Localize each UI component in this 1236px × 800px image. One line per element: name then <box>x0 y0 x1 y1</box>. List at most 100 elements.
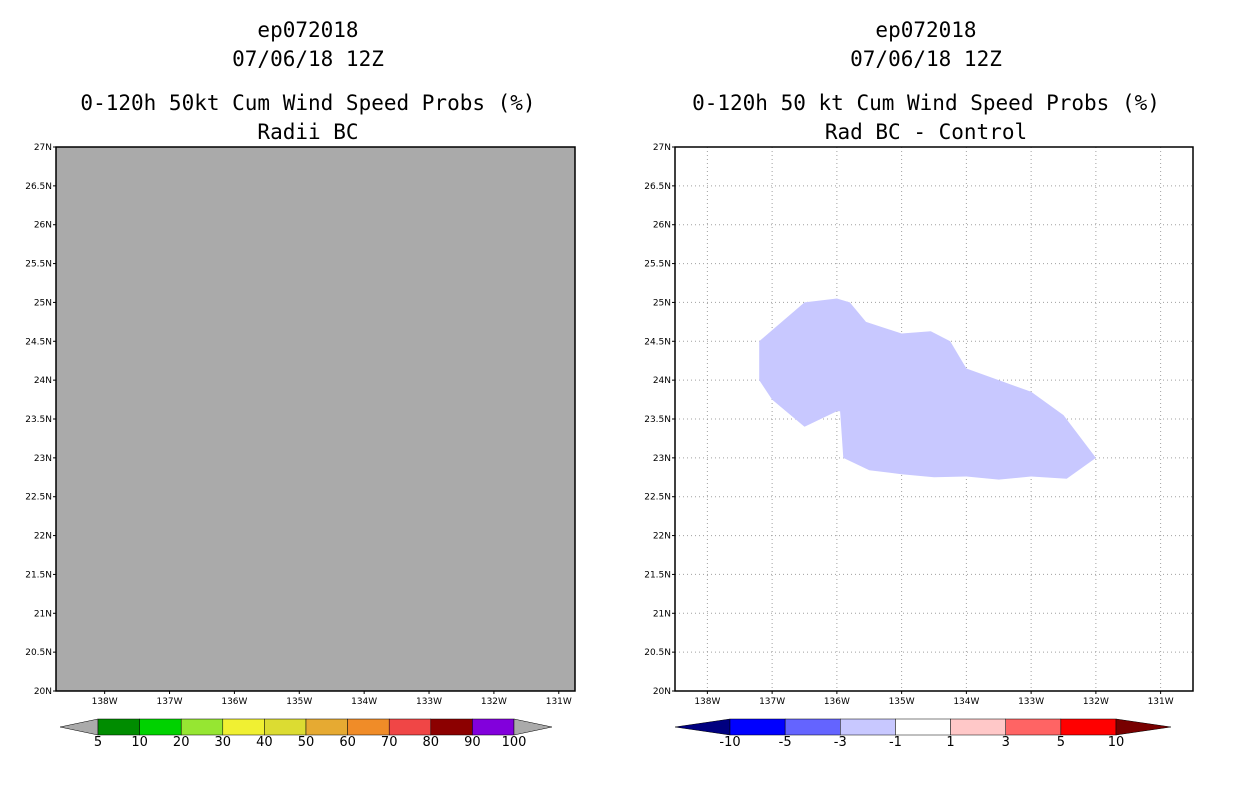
p2-difference-region <box>759 298 1096 480</box>
p2-x-tick-label: 131W <box>1148 697 1174 707</box>
p1-colorbar-bin <box>222 718 265 736</box>
p2-y-tick-label: 20.5N <box>644 648 671 658</box>
p2-colorbar-low-tip <box>674 718 731 736</box>
p1-x-tick-label: 136W <box>221 697 247 707</box>
p1-title-line-3: 0-120h 50kt Cum Wind Speed Probs (%) <box>80 91 535 115</box>
p1-colorbar-bin <box>97 718 140 736</box>
p1-colorbar-bin <box>305 718 348 736</box>
p1-colorbar-label: 40 <box>256 735 273 750</box>
p1-colorbar-label: 80 <box>423 735 440 750</box>
p2-y-tick-label: 25.5N <box>644 260 671 270</box>
p1-colorbar-label: 50 <box>298 735 315 750</box>
p2-y-tick-label: 24.5N <box>644 337 671 347</box>
p2-x-tick-label: 134W <box>953 697 979 707</box>
p2-x-tick-label: 133W <box>1018 697 1044 707</box>
p1-y-tick-label: 21N <box>34 609 52 619</box>
p2-y-tick-label: 24N <box>653 376 671 386</box>
p1-x-tick-label: 137W <box>156 697 182 707</box>
p2-title-line-4: Rad BC - Control <box>825 120 1027 144</box>
p1-x-tick-label: 135W <box>286 697 312 707</box>
p2-colorbar-label: 5 <box>1057 735 1065 750</box>
p2-y-tick-label: 20N <box>653 687 671 697</box>
p2-title-line-1: ep072018 <box>875 18 976 42</box>
p2-title-line-2: 07/06/18 12Z <box>850 47 1002 71</box>
p2-colorbar-label: -5 <box>779 735 792 750</box>
p1-x-axis: 138W 137W 136W 135W 134W 133W 132W 131W <box>92 691 572 707</box>
p1-y-tick-label: 25.5N <box>25 260 52 270</box>
p1-colorbar-bin <box>264 718 307 736</box>
p2-y-tick-label: 21N <box>653 609 671 619</box>
p1-colorbar-label: 60 <box>339 735 356 750</box>
p1-colorbar-bin <box>472 718 515 736</box>
p1-colorbar-high-tip <box>513 718 553 736</box>
p2-title-line-3: 0-120h 50 kt Cum Wind Speed Probs (%) <box>692 91 1160 115</box>
p2-y-tick-label: 23N <box>653 454 671 464</box>
p1-x-tick-label: 131W <box>546 697 572 707</box>
p1-colorbar-bin <box>388 718 432 736</box>
p2-x-axis: 138W 137W 136W 135W 134W 133W 132W 131W <box>694 691 1174 707</box>
p2-y-tick-label: 22N <box>653 532 671 542</box>
p1-y-tick-label: 21.5N <box>25 570 52 580</box>
p1-y-tick-label: 25N <box>34 298 52 308</box>
p1-y-tick-label: 20.5N <box>25 648 52 658</box>
p1-x-tick-label: 134W <box>351 697 377 707</box>
p1-colorbar-label: 90 <box>464 735 481 750</box>
p1-probability-fill <box>56 147 575 691</box>
p2-colorbar-label: 3 <box>1002 735 1010 750</box>
p2-x-tick-label: 136W <box>824 697 850 707</box>
p2-x-tick-label: 137W <box>759 697 785 707</box>
p1-colorbar-label: 30 <box>215 735 232 750</box>
p1-title-line-1: ep072018 <box>257 18 358 42</box>
p2-colorbar-label: 1 <box>946 735 954 750</box>
p1-y-tick-label: 26N <box>34 221 52 231</box>
p2-y-tick-label: 21.5N <box>644 570 671 580</box>
p1-colorbar: 5 10 20 30 40 50 60 70 80 90 100 <box>59 718 553 750</box>
p2-y-tick-label: 22.5N <box>644 493 671 503</box>
p1-y-axis: 20N 20.5N 21N 21.5N 22N 22.5N 23N 23.5N 24N 24.5N… <box>25 143 56 697</box>
p1-x-tick-label: 132W <box>481 697 507 707</box>
p1-y-tick-label: 24.5N <box>25 337 52 347</box>
p1-x-tick-label: 133W <box>416 697 442 707</box>
panel-radii-bc: ep072018 07/06/18 12Z 0-120h 50kt Cum Wi… <box>25 18 576 750</box>
p2-x-tick-label: 132W <box>1083 697 1109 707</box>
p2-y-tick-label: 23.5N <box>644 415 671 425</box>
p2-colorbar-bin <box>784 718 841 736</box>
p1-y-tick-label: 20N <box>34 687 52 697</box>
p2-y-tick-label: 25N <box>653 298 671 308</box>
p1-y-tick-label: 23N <box>34 454 52 464</box>
p1-colorbar-label: 5 <box>94 735 102 750</box>
p1-colorbar-label: 70 <box>381 735 398 750</box>
p1-colorbar-bin <box>347 718 390 736</box>
p2-colorbar-label: 10 <box>1108 735 1125 750</box>
p1-x-tick-label: 138W <box>92 697 118 707</box>
p2-colorbar-label: -1 <box>889 735 902 750</box>
p2-colorbar-bin <box>1005 718 1062 736</box>
p2-y-axis: 20N 20.5N 21N 21.5N 22N 22.5N 23N 23.5N 24N 24.5N… <box>644 143 675 697</box>
p2-x-tick-label: 138W <box>694 697 720 707</box>
p2-colorbar-label: -3 <box>834 735 847 750</box>
p1-colorbar-label: 100 <box>502 735 527 750</box>
p2-colorbar-bin <box>895 718 951 736</box>
p1-title-line-4: Radii BC <box>257 120 358 144</box>
p1-y-tick-label: 22.5N <box>25 493 52 503</box>
p2-colorbar-label: -10 <box>719 735 740 750</box>
p1-y-tick-label: 26.5N <box>25 182 52 192</box>
p2-colorbar-bin <box>729 718 786 736</box>
p2-colorbar-bin <box>950 718 1006 736</box>
p1-y-tick-label: 27N <box>34 143 52 153</box>
p1-colorbar-bin <box>139 718 182 736</box>
p2-y-tick-label: 27N <box>653 143 671 153</box>
p1-colorbar-label: 10 <box>131 735 148 750</box>
p1-y-tick-label: 22N <box>34 532 52 542</box>
p1-y-tick-label: 24N <box>34 376 52 386</box>
p1-colorbar-bin <box>430 718 473 736</box>
p1-title-line-2: 07/06/18 12Z <box>232 47 384 71</box>
p1-colorbar-low-tip <box>59 718 99 736</box>
panel-rad-bc-control: ep072018 07/06/18 12Z 0-120h 50 kt Cum W… <box>644 18 1194 750</box>
p2-colorbar-high-tip <box>1115 718 1172 736</box>
p2-colorbar-bin <box>1060 718 1117 736</box>
p1-colorbar-bin <box>180 718 224 736</box>
p2-colorbar: -10 -5 -3 -1 1 3 5 10 <box>674 718 1172 750</box>
p2-y-tick-label: 26.5N <box>644 182 671 192</box>
